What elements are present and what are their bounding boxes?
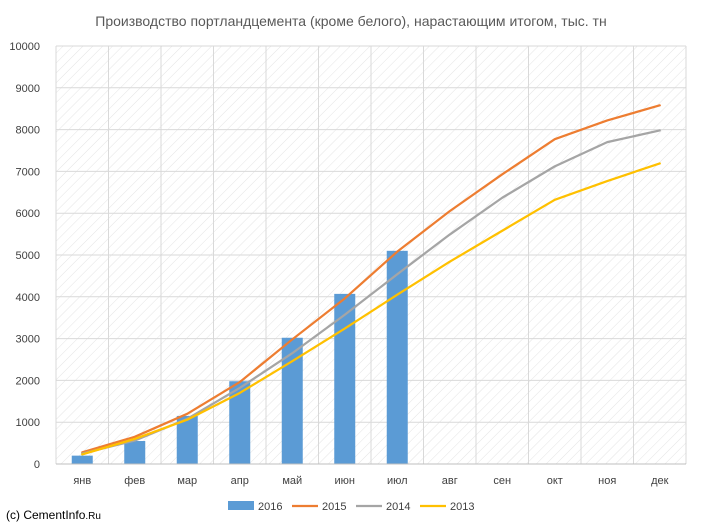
- y-tick-label: 2000: [16, 375, 40, 387]
- bar-2016: [229, 381, 251, 464]
- credit-text: (c) CementInfo.Ru: [6, 508, 101, 522]
- y-tick-label: 0: [34, 459, 40, 471]
- y-tick-label: 6000: [16, 208, 40, 220]
- y-tick-label: 8000: [16, 125, 40, 137]
- x-tick-label: сен: [493, 475, 511, 487]
- bar-2016: [124, 441, 146, 464]
- y-tick-label: 7000: [16, 166, 40, 178]
- line-2013: [81, 162, 661, 456]
- bars-layer: [71, 250, 408, 464]
- gridlines: [55, 45, 687, 465]
- legend-swatch-2016: [228, 501, 254, 510]
- legend-label-2013: 2013: [450, 501, 474, 513]
- x-tick-label: июл: [387, 475, 408, 487]
- legend-label-2016: 2016: [258, 501, 282, 513]
- x-tick-label: дек: [651, 475, 669, 487]
- credit-suffix: .Ru: [85, 511, 101, 522]
- x-tick-label: янв: [73, 475, 91, 487]
- axes-layer: 0 1000 2000 3000 4000 5000 6000 7000 8000 9000 100…: [9, 41, 686, 487]
- x-tick-label: авг: [442, 475, 458, 487]
- credit-prefix: (c): [6, 508, 23, 522]
- x-tick-label: фев: [124, 475, 145, 487]
- legend-label-2015: 2015: [322, 501, 346, 513]
- y-tick-label: 4000: [16, 292, 40, 304]
- x-tick-label: окт: [547, 475, 563, 487]
- bar-2016: [281, 337, 303, 464]
- legend-label-2014: 2014: [386, 501, 410, 513]
- x-tick-label: ноя: [598, 475, 616, 487]
- chart-title: Производство портландцемента (кроме бело…: [95, 13, 606, 29]
- x-tick-label: мар: [177, 475, 197, 487]
- y-tick-label: 5000: [16, 250, 40, 262]
- x-tick-label: май: [282, 475, 302, 487]
- y-tick-label: 1000: [16, 417, 40, 429]
- x-tick-label: апр: [231, 475, 249, 487]
- x-tick-label: июн: [335, 475, 355, 487]
- legend: 2016 2015 2014 2013: [228, 501, 474, 513]
- y-tick-label: 3000: [16, 334, 40, 346]
- y-tick-label: 9000: [16, 83, 40, 95]
- line-2015: [81, 104, 661, 454]
- lines-layer: [81, 104, 661, 456]
- y-tick-label: 10000: [9, 41, 40, 53]
- credit-site: CementInfo: [23, 508, 85, 522]
- bar-2016: [176, 415, 198, 464]
- bar-2016: [71, 455, 93, 464]
- bar-2016: [386, 250, 408, 464]
- bar-2016: [334, 293, 356, 464]
